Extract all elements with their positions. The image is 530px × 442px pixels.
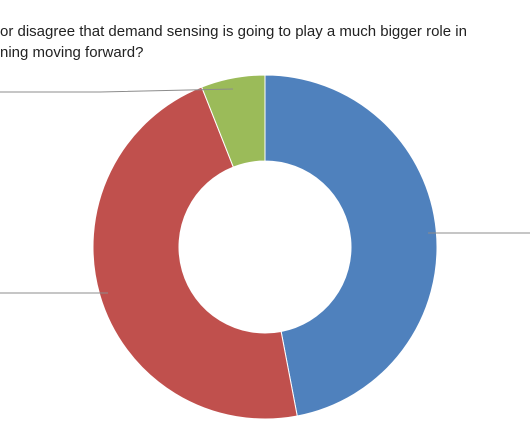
donut (92, 74, 438, 420)
chart-title: ning moving forward? (0, 44, 143, 61)
leader-line (0, 88, 234, 93)
chart-title: or disagree that demand sensing is going… (0, 23, 467, 40)
donut-slice (92, 86, 298, 420)
donut-slice (201, 74, 266, 168)
donut-slice (264, 74, 438, 417)
